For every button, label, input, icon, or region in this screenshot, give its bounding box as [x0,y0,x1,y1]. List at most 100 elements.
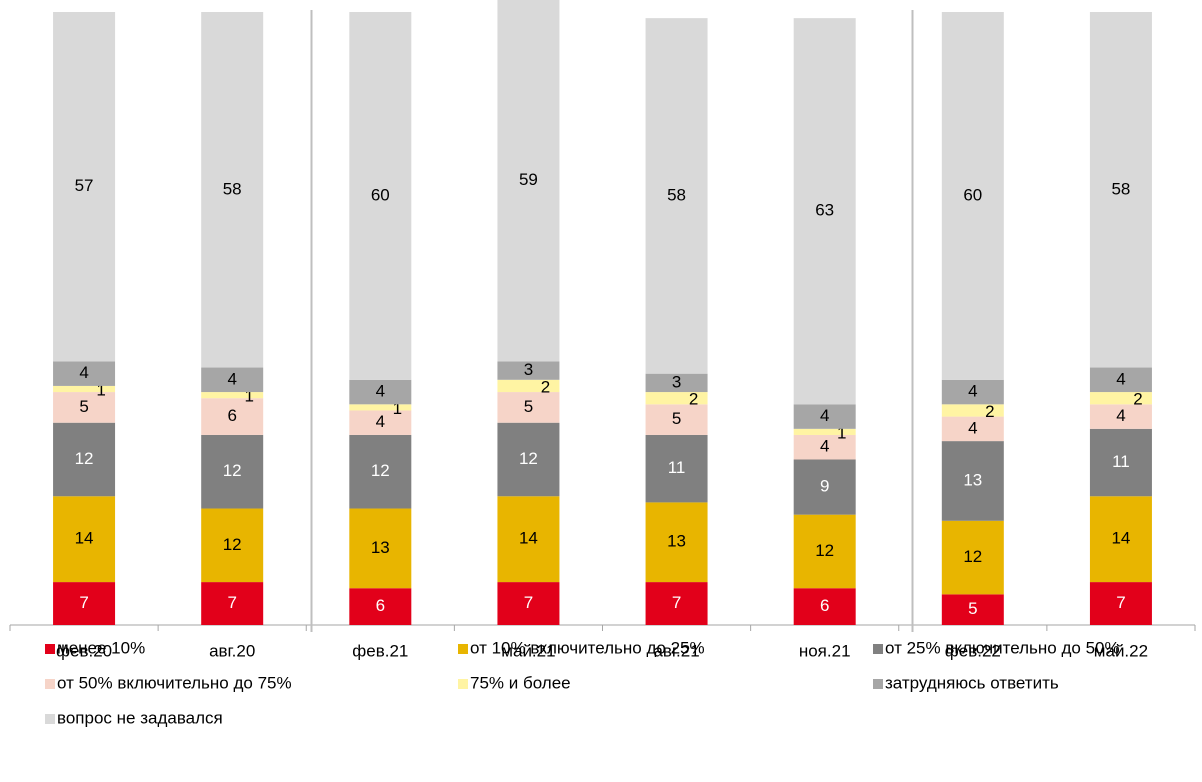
data-label: 58 [223,179,242,198]
bar-segment [349,508,412,589]
data-label: 4 [1116,369,1125,388]
data-label: 12 [223,461,242,480]
data-label: 14 [519,529,538,548]
data-label: 13 [963,470,982,489]
data-label: 4 [376,412,385,431]
legend-swatch [45,679,55,689]
data-label: 12 [519,449,538,468]
legend-label: менее 10% [57,638,145,657]
bar-segment [201,582,264,625]
data-label: 4 [1116,406,1125,425]
data-label: 9 [820,477,829,496]
x-tick-label: май.22 [1094,641,1148,660]
bar-segment [793,18,856,405]
bar-segment [1089,404,1152,429]
bar-segment [1089,428,1152,497]
legend-label: от 50% включительно до 75% [57,673,292,692]
x-tick-label: фев.21 [352,641,408,660]
data-label: 14 [75,529,94,548]
data-label: 2 [985,402,994,421]
bar-segment [201,12,264,368]
data-label: 59 [519,170,538,189]
data-label: 7 [524,593,533,612]
legend-swatch [458,644,468,654]
data-label: 14 [1111,529,1130,548]
legend-label: затрудняюсь ответить [885,673,1059,692]
bar-segment [941,12,1004,380]
legend-swatch [45,714,55,724]
bar-segment [941,404,1004,417]
data-label: 3 [524,360,533,379]
bar-segment [53,12,116,362]
data-label: 13 [371,538,390,557]
bar-segment [497,379,560,393]
data-label: 4 [79,363,88,382]
data-label: 12 [371,461,390,480]
data-label: 5 [672,409,681,428]
x-tick-label: май.21 [501,641,555,660]
x-tick-label: фев.20 [56,641,112,660]
bar-segment [497,392,560,423]
data-label: 5 [968,599,977,618]
bar-segment [793,514,856,589]
data-label: 60 [963,185,982,204]
legend-swatch [873,679,883,689]
data-label: 13 [667,532,686,551]
x-tick-label: авг.21 [653,641,699,660]
bar-segment [349,404,412,411]
data-label: 1 [393,399,402,418]
legend-label: 75% и более [470,673,571,692]
data-label: 5 [524,397,533,416]
bar-segment [201,434,264,509]
bar-segment [941,416,1004,442]
data-label: 11 [1112,452,1130,471]
data-label: 63 [815,201,834,220]
bar-segment [497,496,560,583]
data-label: 2 [689,390,698,409]
bar-segment [1089,496,1152,583]
bar-segment [1089,367,1152,393]
bar-segment [941,379,1004,405]
data-label: 7 [227,593,236,612]
bar-segment [793,459,856,515]
bar-segment [497,582,560,625]
data-label: 12 [963,547,982,566]
legend-swatch [458,679,468,689]
bar-segment [941,441,1004,521]
bar-segment [201,367,264,393]
legend-swatch [45,644,55,654]
x-tick-label: авг.20 [209,641,255,660]
data-label: 7 [1116,593,1125,612]
bar-segment [1089,392,1152,405]
bar-segment [201,398,264,435]
data-label: 12 [75,449,94,468]
data-label: 1 [837,423,846,442]
bar-segment [53,361,116,386]
bar-segment [201,392,264,399]
bar-segment [645,373,708,393]
data-label: 12 [223,535,242,554]
bar-segment [941,520,1004,595]
bar-segment [793,404,856,429]
bar-segment [497,422,560,497]
bar-segment [1089,12,1152,368]
bar-segment [645,582,708,625]
data-label: 7 [79,593,88,612]
x-tick-label: фев.22 [945,641,1001,660]
legend-label: от 10% включительно до 25% [470,638,705,657]
bar-segment [645,434,708,503]
data-label: 4 [820,406,829,425]
bar-segment [645,392,708,405]
data-label: 6 [376,596,385,615]
bar-segment [53,582,116,625]
bar-segment [793,588,856,625]
legend-label: вопрос не задавался [57,708,223,727]
bar-segment [53,422,116,497]
bar-segment [793,428,856,435]
data-label: 2 [1133,390,1142,409]
data-label: 7 [672,593,681,612]
bar-segment [349,410,412,435]
data-label: 3 [672,372,681,391]
data-label: 4 [968,382,977,401]
